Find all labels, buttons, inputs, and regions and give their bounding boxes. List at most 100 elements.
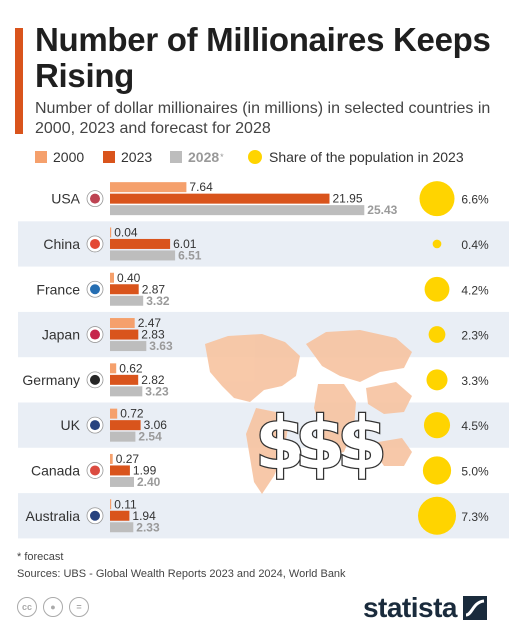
share-dot (426, 369, 448, 391)
country-label: Canada (31, 462, 80, 478)
share-dot (428, 326, 446, 343)
value-label-2023: 2.82 (141, 373, 165, 387)
share-label: 5.0% (461, 464, 489, 478)
value-label-2000: 0.11 (114, 497, 137, 511)
share-dot (423, 412, 451, 439)
brand[interactable]: statista (363, 592, 487, 624)
legend-item-2028: 2028 * (170, 149, 224, 165)
value-label-2000: 7.64 (189, 180, 213, 194)
by-icon[interactable]: ● (43, 597, 63, 617)
legend-label-2000: 2000 (53, 149, 85, 165)
value-label-2023: 6.01 (173, 237, 197, 251)
flag-mark (90, 193, 100, 204)
dollar-sign-icon: $ (295, 401, 345, 485)
value-label-2028: 2.54 (138, 430, 162, 444)
footnote: * forecast (17, 551, 64, 563)
value-label-2028: 6.51 (178, 248, 202, 262)
legend-label-2028: 2028 (188, 149, 220, 165)
bar-2000 (110, 499, 112, 510)
bar-2028 (110, 295, 144, 306)
bar-2000 (110, 227, 112, 238)
flag-mark (90, 329, 100, 340)
legend-swatch-2000 (35, 151, 47, 163)
legend-label-2023: 2023 (121, 149, 153, 165)
bar-2023 (110, 374, 139, 385)
bar-2000 (110, 453, 113, 464)
world-map-icon (205, 330, 412, 494)
value-label-2028: 2.40 (137, 475, 161, 489)
flag-mark (90, 510, 100, 521)
flag-mark (90, 420, 100, 431)
value-label-2000: 0.62 (119, 361, 143, 375)
share-dot (418, 496, 456, 535)
country-label: China (43, 236, 80, 252)
value-label-2028: 25.43 (367, 203, 397, 217)
legend-item-2023: 2023 (103, 149, 152, 165)
value-label-2000: 0.27 (116, 452, 140, 466)
value-label-2028: 3.32 (146, 294, 170, 308)
country-label: USA (51, 191, 80, 207)
bar-2028 (110, 476, 134, 487)
share-label: 6.6% (461, 193, 489, 207)
value-label-2028: 3.23 (145, 384, 169, 398)
country-label: UK (61, 417, 81, 433)
value-label-2000: 0.72 (120, 407, 144, 421)
legend-swatch-2023 (103, 151, 115, 163)
share-dot (422, 456, 452, 485)
license-icons: cc ● = (17, 597, 89, 617)
share-dot (419, 181, 455, 217)
brand-name: statista (362, 592, 458, 623)
bar-2023 (110, 193, 330, 204)
bar-2023 (110, 420, 141, 431)
flag-mark (90, 465, 100, 476)
cc-icon[interactable]: cc (17, 597, 37, 617)
value-label-2023: 2.83 (141, 328, 165, 342)
flag-mark (90, 284, 100, 295)
share-label: 7.3% (461, 510, 489, 524)
country-label: Germany (22, 372, 80, 388)
share-label: 0.4% (461, 238, 489, 252)
country-label: Australia (26, 508, 81, 524)
legend-swatch-2028 (170, 151, 182, 163)
bar-2000 (110, 408, 118, 419)
legend-dot-share (248, 150, 262, 164)
chart-title: Number of Millionaires Keeps Rising (35, 21, 491, 94)
bar-2028 (110, 341, 147, 352)
statista-logo-icon (463, 596, 487, 620)
bar-2023 (110, 465, 130, 476)
legend-forecast-mark: * (220, 152, 224, 162)
chart-subtitle: Number of dollar millionaires (in millio… (35, 100, 491, 137)
value-label-2000: 0.40 (117, 271, 141, 285)
bar-2023 (110, 329, 139, 340)
bar-2000 (110, 182, 187, 193)
bar-2023 (110, 510, 130, 521)
share-label: 2.3% (461, 329, 489, 343)
bar-2000 (110, 272, 114, 283)
flag-mark (90, 238, 100, 249)
value-label-2023: 1.94 (132, 509, 156, 523)
value-label-2023: 2.87 (142, 282, 166, 296)
bar-2000 (110, 318, 135, 329)
value-label-2023: 3.06 (144, 418, 168, 432)
value-label-2028: 3.63 (149, 339, 173, 353)
share-dot (424, 276, 450, 302)
value-label-2000: 0.04 (114, 225, 138, 239)
bar-2028 (110, 431, 136, 442)
bar-chart: $$$USA7.6421.9525.436.6%China0.046.016.5… (18, 180, 509, 539)
title-accent-bar (15, 28, 23, 134)
bar-2028 (110, 386, 143, 397)
bar-2023 (110, 238, 171, 249)
bar-2028 (110, 205, 365, 216)
value-label-2000: 2.47 (138, 316, 162, 330)
country-label: France (36, 281, 80, 297)
legend-item-share: Share of the population in 2023 (248, 149, 464, 165)
bar-2000 (110, 363, 117, 374)
country-label: Japan (42, 327, 80, 343)
share-label: 4.2% (461, 283, 489, 297)
flag-mark (90, 374, 100, 385)
legend-item-2000: 2000 (35, 149, 84, 165)
value-label-2023: 1.99 (133, 463, 157, 477)
nd-icon[interactable]: = (69, 597, 89, 617)
share-dot (432, 239, 442, 249)
share-label: 3.3% (461, 374, 489, 388)
